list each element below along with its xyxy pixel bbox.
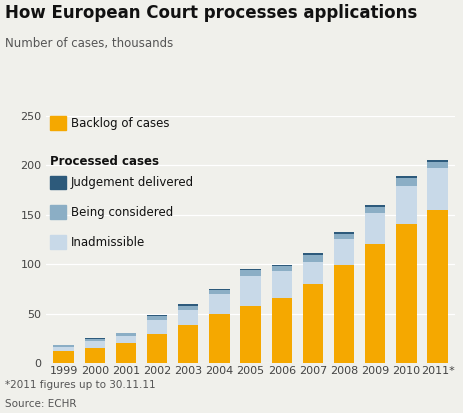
Bar — [209, 314, 229, 363]
Text: Inadmissible: Inadmissible — [71, 235, 145, 249]
Bar — [271, 271, 291, 298]
Bar — [395, 224, 416, 363]
Bar — [271, 265, 291, 266]
Bar — [302, 284, 322, 363]
Bar — [115, 333, 136, 336]
Bar — [302, 254, 322, 255]
Text: *2011 figures up to 30.11.11: *2011 figures up to 30.11.11 — [5, 380, 155, 390]
Bar — [240, 269, 260, 270]
Bar — [426, 210, 447, 363]
Bar — [240, 306, 260, 363]
Text: Judgement delivered: Judgement delivered — [71, 176, 194, 189]
Bar — [395, 186, 416, 224]
Bar — [178, 306, 198, 310]
Bar — [84, 339, 105, 341]
Bar — [84, 338, 105, 339]
Bar — [240, 270, 260, 276]
Text: How European Court processes applications: How European Court processes application… — [5, 4, 416, 22]
Bar — [50, 235, 66, 249]
Bar — [53, 345, 74, 347]
Text: Source: ECHR: Source: ECHR — [5, 399, 76, 409]
Bar — [333, 265, 353, 363]
Bar — [364, 205, 385, 207]
Bar — [50, 116, 66, 130]
Bar — [84, 341, 105, 348]
Bar — [147, 320, 167, 334]
Bar — [209, 289, 229, 290]
Bar — [147, 316, 167, 320]
Bar — [178, 325, 198, 363]
Bar — [84, 348, 105, 363]
Bar — [333, 232, 353, 234]
Bar — [271, 266, 291, 271]
Bar — [178, 304, 198, 306]
Bar — [426, 162, 447, 168]
Bar — [395, 178, 416, 186]
Text: Processed cases: Processed cases — [50, 155, 159, 168]
Bar — [209, 290, 229, 294]
Bar — [426, 160, 447, 162]
Bar — [53, 344, 74, 345]
Bar — [147, 315, 167, 316]
Text: Backlog of cases: Backlog of cases — [71, 116, 169, 130]
Bar — [115, 343, 136, 363]
Bar — [50, 176, 66, 189]
Bar — [115, 336, 136, 343]
Bar — [333, 239, 353, 265]
Bar — [271, 298, 291, 363]
Text: Being considered: Being considered — [71, 206, 173, 219]
Bar — [302, 255, 322, 262]
Bar — [209, 294, 229, 314]
Bar — [147, 334, 167, 363]
Text: Number of cases, thousands: Number of cases, thousands — [5, 37, 173, 50]
Bar — [364, 244, 385, 363]
Bar — [333, 234, 353, 239]
Bar — [395, 176, 416, 178]
Bar — [53, 347, 74, 351]
Bar — [364, 207, 385, 213]
Bar — [178, 310, 198, 325]
Bar — [240, 276, 260, 306]
Bar — [302, 262, 322, 284]
Bar — [364, 213, 385, 244]
Bar — [50, 205, 66, 219]
Bar — [426, 168, 447, 210]
Bar — [53, 351, 74, 363]
